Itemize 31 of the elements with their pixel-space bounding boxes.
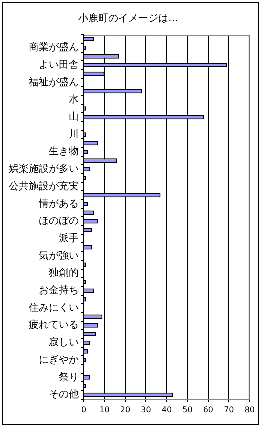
- y-tick-label: お金持ち: [39, 284, 79, 297]
- y-tick-label: 情がある: [38, 198, 79, 210]
- chart-title: 小鹿町のイメージは…: [78, 12, 178, 25]
- y-tick-label: 寂しい: [49, 336, 79, 349]
- y-tick-label: 気が強い: [39, 250, 79, 262]
- y-tick-label: 山: [69, 111, 79, 124]
- y-tick-label: 独創的: [49, 267, 79, 280]
- y-tick-label: 川: [69, 128, 79, 140]
- x-tick-label: 80: [244, 405, 256, 414]
- x-tick-label: 50: [182, 405, 193, 414]
- y-tick-label: にぎやか: [39, 354, 79, 366]
- x-tick-label: 0: [81, 405, 87, 414]
- y-tick-label: 生き物: [49, 146, 79, 158]
- y-tick-label: よい田舎: [39, 58, 79, 71]
- x-tick-label: 30: [141, 405, 152, 414]
- y-tick-label: 福祉が盛ん: [29, 76, 79, 88]
- x-tick-label: 10: [100, 405, 110, 414]
- y-tick-label: 娯楽施設が多い: [9, 163, 79, 176]
- x-tick-label: 60: [203, 405, 214, 414]
- y-tick-label: 水: [69, 94, 79, 106]
- y-tick-label: 商業が盛ん: [29, 42, 79, 54]
- y-tick-label: 派手: [59, 232, 79, 244]
- y-tick-label: その他: [49, 388, 79, 401]
- x-tick-label: 40: [162, 405, 172, 414]
- y-tick-label: 公共施設が充実: [9, 180, 79, 192]
- y-tick-label: 祭り: [59, 371, 79, 384]
- x-tick-label: 20: [120, 405, 131, 414]
- y-tick-label: ほのぼの: [39, 216, 79, 228]
- y-tick-label: 疲れている: [29, 319, 79, 332]
- x-tick-label: 70: [224, 405, 234, 414]
- y-tick-label: 住みにくい: [29, 302, 79, 314]
